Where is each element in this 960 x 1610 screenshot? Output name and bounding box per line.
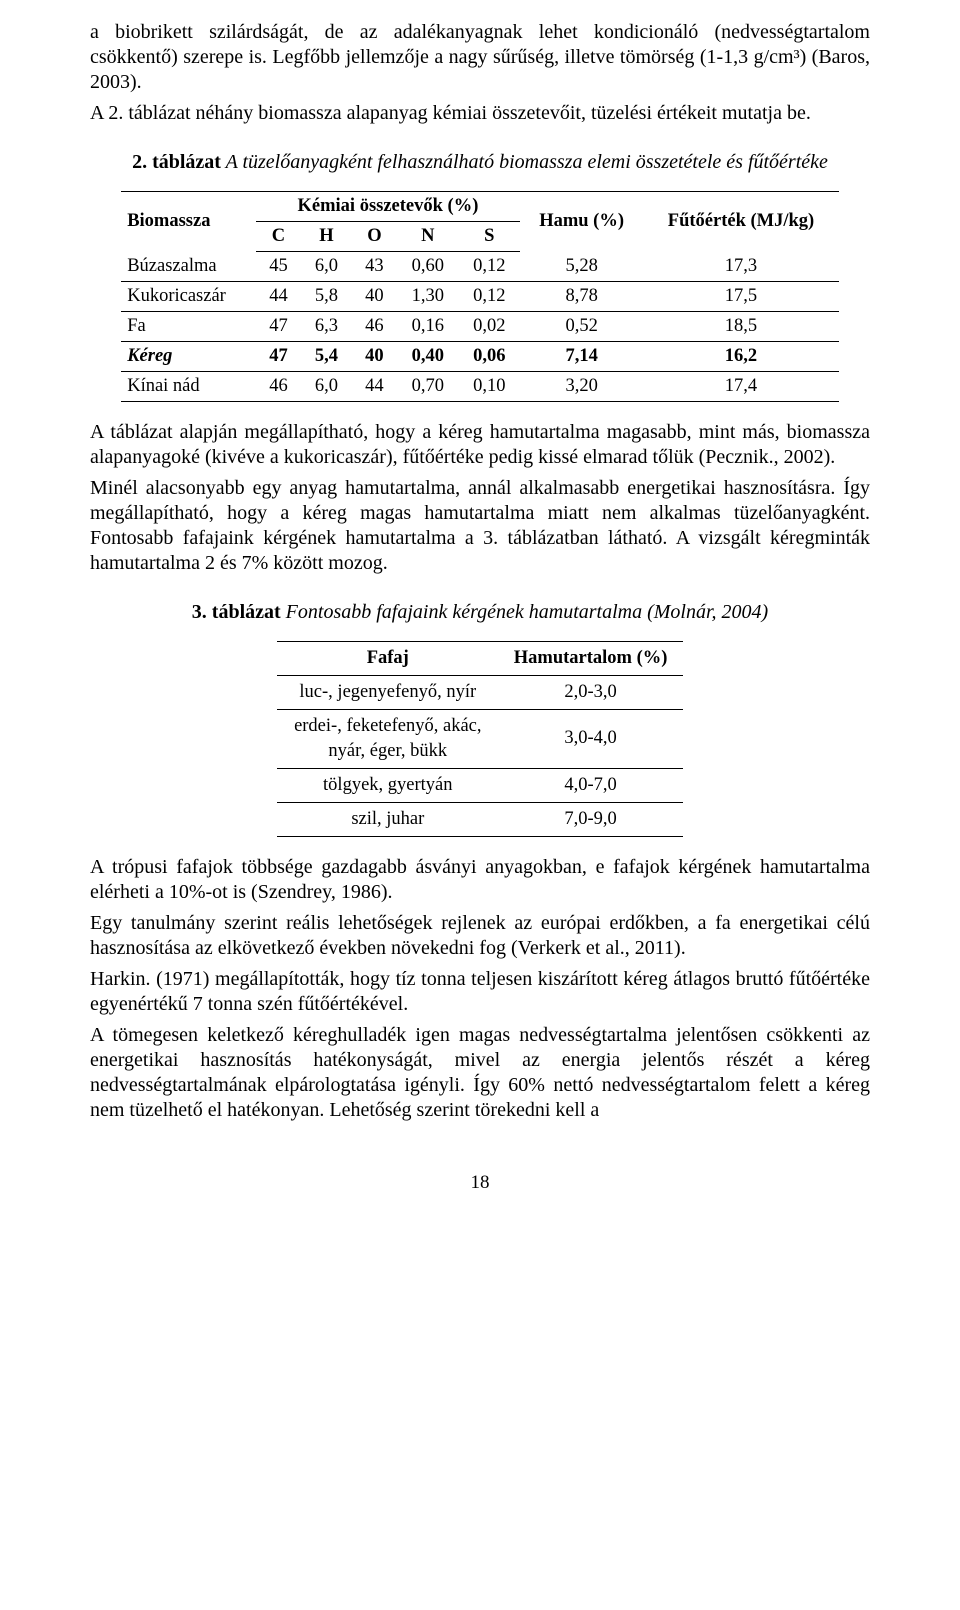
table-row: Kínai nád466,0440,700,103,2017,4 [121,371,839,401]
table-cell: 0,60 [397,251,459,281]
paragraph-6: Harkin. (1971) megállapították, hogy tíz… [90,967,870,1017]
table-cell: 43 [352,251,397,281]
table-cell: luc-, jegenyefenyő, nyír [277,675,498,709]
paragraph-1b: A 2. táblázat néhány biomassza alapanyag… [90,101,870,126]
table-cell: 0,12 [459,281,521,311]
table-cell: 8,78 [520,281,643,311]
table-cell: 0,10 [459,371,521,401]
table-cell: Kukoricaszár [121,281,256,311]
page-number: 18 [90,1171,870,1195]
table-cell: 46 [256,371,301,401]
table3-caption-text: Fontosabb fafajaink kérgének hamutartalm… [286,601,769,623]
table-cell: 4,0-7,0 [498,768,682,802]
table-cell: 0,06 [459,341,521,371]
table-cell: 3,0-4,0 [498,709,682,768]
table-cell: 0,02 [459,311,521,341]
table-cell: 18,5 [643,311,839,341]
page-content: a biobrikett szilárdságát, de az adaléka… [0,0,960,1610]
table2-caption-text: A tüzelőanyagként felhasználható biomass… [226,151,828,173]
t2-col-h: H [301,221,352,251]
table-cell: 17,4 [643,371,839,401]
table-cell: tölgyek, gyertyán [277,768,498,802]
t2-col-c: C [256,221,301,251]
table-2: Biomassza Kémiai összetevők (%) Hamu (%)… [121,191,839,402]
table-row: tölgyek, gyertyán4,0-7,0 [277,768,683,802]
paragraph-3: Minél alacsonyabb egy anyag hamutartalma… [90,476,870,576]
table-cell: 0,40 [397,341,459,371]
table-3: Fafaj Hamutartalom (%) luc-, jegenyefeny… [277,641,683,837]
table-cell: 5,4 [301,341,352,371]
table-cell: 47 [256,341,301,371]
table2-caption-num: 2. táblázat [132,151,221,173]
table-cell: 6,0 [301,371,352,401]
table-row: szil, juhar7,0-9,0 [277,802,683,836]
t3-head-fafaj: Fafaj [277,641,498,675]
table-cell: 7,14 [520,341,643,371]
table-cell: 40 [352,281,397,311]
paragraph-7: A tömegesen keletkező kéreghulladék igen… [90,1023,870,1123]
table-cell: 0,70 [397,371,459,401]
t2-head-biomassza: Biomassza [121,192,256,252]
table-row: luc-, jegenyefenyő, nyír2,0-3,0 [277,675,683,709]
t2-head-futo: Fűtőérték (MJ/kg) [643,192,839,252]
table-cell: 16,2 [643,341,839,371]
t2-col-o: O [352,221,397,251]
t2-head-hamu: Hamu (%) [520,192,643,252]
table-cell: 44 [352,371,397,401]
table-cell: Búzaszalma [121,251,256,281]
table-row: erdei-, feketefenyő, akác,nyár, éger, bü… [277,709,683,768]
t2-col-n: N [397,221,459,251]
table-cell: 47 [256,311,301,341]
table-row: Fa476,3460,160,020,5218,5 [121,311,839,341]
table2-caption: 2. táblázat A tüzelőanyagként felhasznál… [90,150,870,175]
table-cell: 45 [256,251,301,281]
table-cell: szil, juhar [277,802,498,836]
table-cell: 2,0-3,0 [498,675,682,709]
table-cell: 3,20 [520,371,643,401]
table3-caption: 3. táblázat Fontosabb fafajaink kérgének… [90,600,870,625]
t3-head-hamu: Hamutartalom (%) [498,641,682,675]
table-cell: 0,12 [459,251,521,281]
table-cell: Fa [121,311,256,341]
table-cell: Kínai nád [121,371,256,401]
t2-head-kemiai: Kémiai összetevők (%) [256,192,520,222]
table-cell: 44 [256,281,301,311]
table-cell: 46 [352,311,397,341]
paragraph-1: a biobrikett szilárdságát, de az adaléka… [90,20,870,95]
table-cell: 5,8 [301,281,352,311]
table-cell: 17,3 [643,251,839,281]
table-cell: 0,16 [397,311,459,341]
paragraph-4: A trópusi fafajok többsége gazdagabb ásv… [90,855,870,905]
table-cell: 17,5 [643,281,839,311]
table-cell: 1,30 [397,281,459,311]
table3-caption-num: 3. táblázat [192,601,281,623]
table-cell: 6,3 [301,311,352,341]
table-cell: 5,28 [520,251,643,281]
table-cell: Kéreg [121,341,256,371]
paragraph-2: A táblázat alapján megállapítható, hogy … [90,420,870,470]
paragraph-5: Egy tanulmány szerint reális lehetőségek… [90,911,870,961]
table-cell: erdei-, feketefenyő, akác,nyár, éger, bü… [277,709,498,768]
table-row: Búzaszalma456,0430,600,125,2817,3 [121,251,839,281]
table-cell: 6,0 [301,251,352,281]
table-cell: 7,0-9,0 [498,802,682,836]
table-row: Kéreg475,4400,400,067,1416,2 [121,341,839,371]
table-cell: 40 [352,341,397,371]
table-cell: 0,52 [520,311,643,341]
t2-col-s: S [459,221,521,251]
table-row: Kukoricaszár445,8401,300,128,7817,5 [121,281,839,311]
